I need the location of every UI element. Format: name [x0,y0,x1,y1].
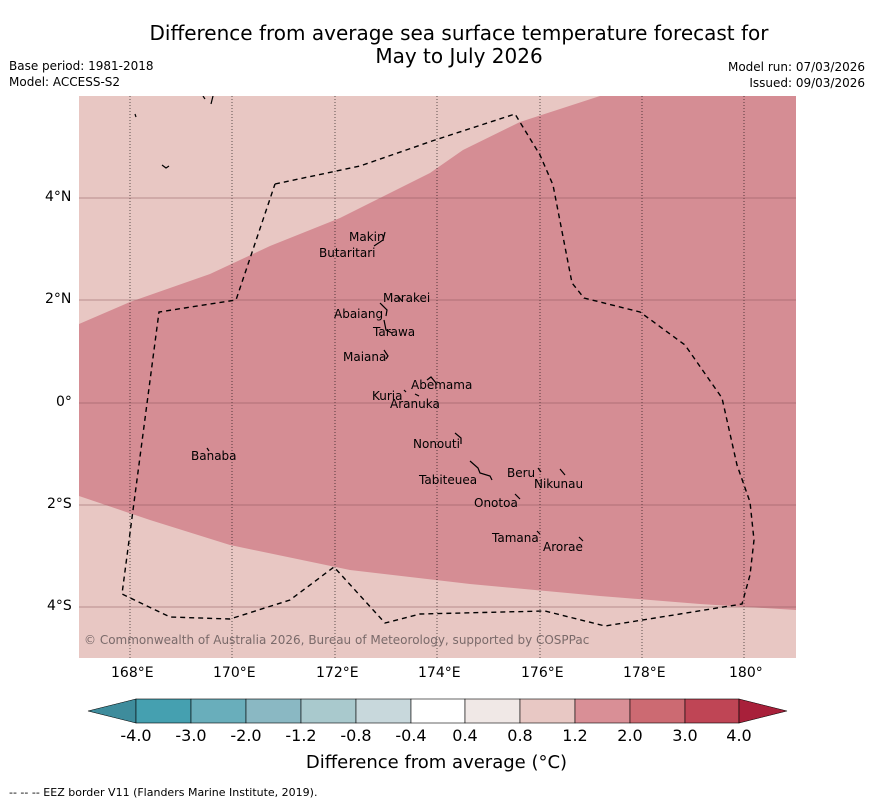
colorbar-tick-label: 2.0 [617,726,643,745]
lon-tick-label: 176°E [521,665,564,681]
colorbar-segment [245,698,302,724]
colorbar-tick-label: -3.0 [175,726,207,745]
colorbar-segment [300,698,357,724]
lat-tick-label: 4°N [45,189,72,205]
model-run: Model run: 07/03/2026 [727,60,865,74]
island-label: Nonouti [413,437,460,451]
colorbar-segment [684,698,740,724]
lon-tick-label: 178°E [623,665,666,681]
island-label: Nikunau [534,477,583,491]
colorbar-title: Difference from average (°C) [305,752,568,773]
coastlines [134,96,584,542]
lat-tick-label: 0° [56,394,72,410]
island-label: Onotoa [474,496,518,510]
copyright-notice: © Commonwealth of Australia 2026, Bureau… [84,633,589,647]
island-label: Arorae [543,540,583,554]
island-label: Tarawa [372,325,415,339]
colorbar-segment [135,698,192,724]
island-label: Abemama [411,378,472,392]
island-label: Kuria [372,389,403,403]
lat-tick-label: 4°S [47,598,72,614]
lon-tick-label: 172°E [316,665,359,681]
lon-tick-label: 180° [729,665,763,681]
island-label: Beru [507,466,535,480]
colorbar-segment [629,698,686,724]
colorbar-tick-label: -2.0 [230,726,262,745]
colorbar-extend-high [738,698,788,724]
island-label: Tamana [491,531,539,545]
colorbar-segment [410,698,466,724]
lat-tick-label: 2°N [45,291,72,307]
colorbar-segment [574,698,631,724]
island-label: Abaiang [334,307,383,321]
title-line-1: Difference from average sea surface temp… [149,21,769,45]
map-panel: Makin Butaritari Marakei Abaiang Tarawa … [79,96,796,658]
eez-border [121,113,755,627]
colorbar-tick-label: -0.4 [395,726,427,745]
graticule-lat [79,197,796,608]
issued-date: Issued: 09/03/2026 [749,76,865,90]
colorbar-segment [464,698,521,724]
colorbar-tick-label: 0.4 [452,726,478,745]
island-label: Butaritari [319,246,376,260]
colorbar-tick-label: 3.0 [672,726,698,745]
colorbar-tick-label: 1.2 [562,726,588,745]
colorbar-tick-label: -4.0 [120,726,152,745]
island-label: Marakei [383,291,430,305]
run-info: Model run: 07/03/2026 Issued: 09/03/2026 [728,59,865,91]
graticule-lon [129,96,745,658]
colorbar-segment [519,698,576,724]
colorbar-tick-label: 0.8 [507,726,533,745]
colorbar-extend-low [87,698,137,724]
colorbar-tick-label: -1.2 [285,726,317,745]
island-label: Banaba [191,449,237,463]
chart-title: Difference from average sea surface temp… [45,22,873,68]
anomaly-band-medium [79,96,796,610]
lon-tick-label: 174°E [418,665,461,681]
model-name: Model: ACCESS-S2 [9,75,121,89]
model-info: Base period: 1981-2018 Model: ACCESS-S2 [9,58,154,90]
island-label: Maiana [343,350,386,364]
eez-footnote: -- -- -- EEZ border V11 (Flanders Marine… [9,786,318,799]
colorbar-tick-label: -0.8 [340,726,372,745]
lon-tick-label: 168°E [111,665,154,681]
colorbar [87,698,788,724]
lat-tick-label: 2°S [47,496,72,512]
colorbar-segment [355,698,412,724]
island-labels: Makin Butaritari Marakei Abaiang Tarawa … [191,230,583,554]
island-label: Tabiteuea [418,473,477,487]
island-label: Aranuka [390,397,440,411]
base-period: Base period: 1981-2018 [9,59,154,73]
colorbar-segment [190,698,247,724]
lon-tick-label: 170°E [213,665,256,681]
colorbar-tick-label: 4.0 [726,726,752,745]
island-label: Makin [349,230,385,244]
title-line-2: May to July 2026 [375,44,543,68]
